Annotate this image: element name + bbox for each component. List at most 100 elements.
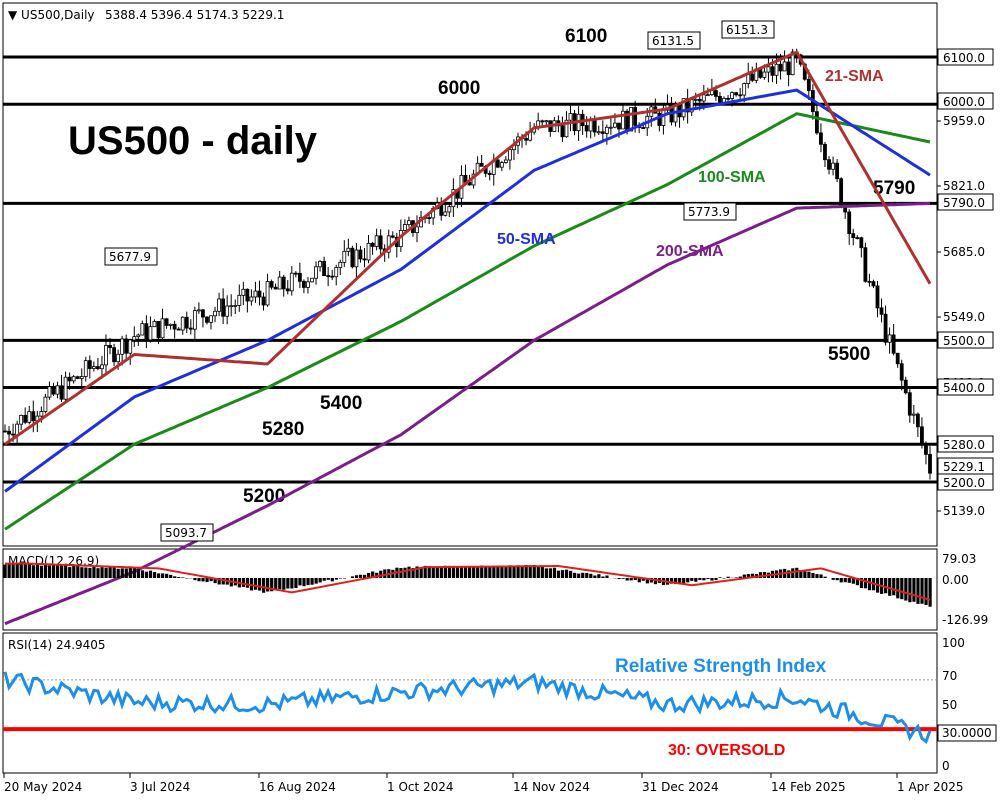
ma-label-2: 100-SMA: [698, 169, 766, 186]
macd-bar: [674, 578, 678, 585]
macd-bar: [64, 564, 68, 578]
price-level-label: 5400.0: [943, 381, 985, 395]
macd-bar: [39, 565, 44, 578]
macd-bar: [488, 567, 492, 578]
candle-body: [233, 305, 238, 307]
candle-body: [479, 162, 484, 167]
candle-body: [23, 414, 28, 423]
macd-bar: [88, 567, 92, 578]
candle-body: [839, 178, 844, 207]
macd-bar: [589, 573, 593, 578]
macd-bar: [60, 565, 64, 578]
macd-bar: [407, 566, 411, 578]
candle-body: [253, 290, 258, 298]
macd-bar: [645, 578, 649, 584]
macd-bar: [282, 578, 286, 590]
macd-bar: [177, 577, 181, 578]
price-level-label: 5500.0: [943, 334, 985, 348]
macd-bar: [43, 565, 48, 578]
macd-bar: [455, 566, 460, 578]
candle-body: [314, 266, 318, 279]
candle-body: [201, 309, 205, 318]
macd-bar: [379, 570, 383, 578]
candle-body: [831, 162, 835, 170]
candle-body: [342, 250, 347, 263]
macd-bar: [165, 573, 169, 578]
candle-body: [322, 260, 327, 277]
macd-bar: [544, 568, 548, 578]
macd-bar: [15, 564, 19, 578]
candle-body: [415, 226, 419, 234]
macd-bar: [560, 570, 565, 578]
candle-body: [503, 159, 508, 163]
candle-body: [277, 276, 282, 290]
macd-bar: [516, 565, 520, 578]
candle-body: [71, 376, 76, 382]
macd-bar: [362, 574, 367, 578]
candle-body: [657, 112, 662, 126]
macd-bar: [274, 578, 278, 591]
macd-tick-label: -126.99: [942, 613, 988, 627]
candle-body: [330, 275, 335, 278]
macd-bar: [738, 576, 742, 578]
macd-bar: [169, 574, 173, 578]
macd-bar: [124, 568, 128, 578]
macd-bar: [56, 564, 60, 578]
candle-body: [96, 366, 100, 370]
macd-bar: [855, 578, 859, 586]
candle-body: [705, 94, 710, 97]
candle-body: [859, 237, 864, 249]
collapse-arrow-icon: ▼: [8, 8, 21, 22]
rsi-label: RSI(14) 24.9405: [8, 638, 106, 652]
candle-body: [297, 272, 302, 282]
candle-body: [770, 66, 775, 76]
candle-body: [273, 286, 278, 290]
candle-body: [11, 433, 15, 436]
candle-body: [289, 272, 294, 292]
candle-body: [774, 63, 779, 76]
macd-bar: [209, 578, 213, 582]
x-tick-label: 1 Oct 2024: [387, 780, 454, 794]
candle-body: [907, 392, 912, 416]
macd-bar: [540, 566, 544, 578]
macd-bar: [27, 564, 31, 578]
candle-body: [79, 376, 84, 379]
macd-bar: [524, 565, 528, 578]
candle-body: [564, 119, 569, 138]
candle-body: [87, 360, 92, 369]
price-tick-label: 5139.0: [943, 504, 985, 518]
macd-bar: [532, 565, 536, 578]
candle-body: [378, 235, 383, 250]
x-tick-label: 1 Apr 2025: [897, 780, 964, 794]
macd-bar: [431, 567, 435, 578]
candle-body: [851, 233, 856, 238]
macd-bar: [322, 578, 326, 581]
macd-bar: [811, 572, 815, 578]
candle-body: [903, 379, 908, 394]
macd-bar: [136, 569, 140, 578]
candle-body: [261, 296, 266, 306]
candle-body: [621, 110, 625, 130]
macd-bar: [217, 578, 221, 585]
candle-body: [221, 298, 226, 317]
price-level-box: [937, 48, 994, 66]
candle-body: [358, 249, 363, 260]
candle-body: [592, 120, 597, 133]
macd-bar: [427, 566, 431, 578]
candle-body: [928, 454, 932, 474]
candle-body: [495, 159, 500, 168]
macd-bar: [912, 578, 916, 602]
macd-bar: [867, 578, 872, 591]
candle-body: [310, 277, 314, 283]
macd-bar: [492, 565, 496, 578]
price-level-box: [937, 378, 994, 396]
macd-bar: [714, 578, 718, 581]
price-level-box: [937, 435, 994, 453]
macd-bar: [148, 570, 153, 578]
candle-body: [613, 122, 617, 128]
candle-body: [362, 258, 367, 261]
level-label-6000: 6000: [438, 78, 480, 99]
annotation-box: [647, 31, 701, 50]
macd-bar: [548, 568, 553, 578]
macd-signal-line: [5, 562, 931, 601]
